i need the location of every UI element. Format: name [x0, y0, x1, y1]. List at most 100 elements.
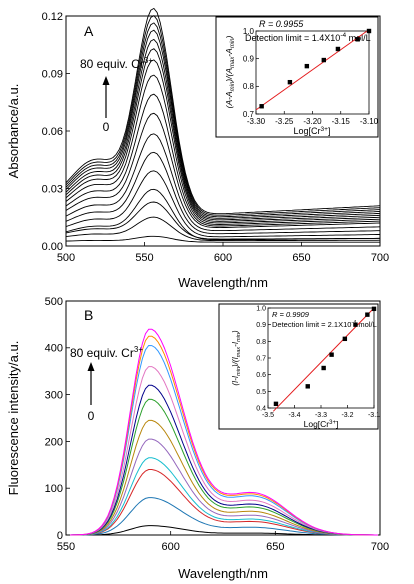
- panel-b-inset-x-tick-label: -3.4: [288, 412, 300, 419]
- panel-a-inset-y-ticks: 0.7 0.8 0.9 1.0: [243, 27, 259, 119]
- panel-b-label: B: [84, 307, 93, 323]
- panel-b-x-axis-title: Wavelength/nm: [178, 566, 268, 581]
- panel-a-inset: R = 0.9955 Detection limit = 1.4X10-4 mo…: [215, 16, 379, 138]
- panel-b-fluorescence-curve: [70, 328, 378, 536]
- panel-a-absorbance-curve: [65, 133, 381, 232]
- panel-a-inset-y-tick-label: 1.0: [243, 27, 255, 36]
- panel-b-inset-y-title: (I-Imin)/(Imax-Imin): [231, 330, 242, 386]
- panel-a-y-tick-label: 0.09: [42, 68, 63, 80]
- panel-a-inset-limit-text: Detection limit = 1.4X10: [245, 33, 340, 43]
- panel-a-inset-x-tick-label: -3.25: [275, 117, 294, 126]
- panel-b-inset-x-ticks: -3.5 -3.4 -3.3 -3.2 -3.1: [262, 405, 380, 419]
- panel-a-inset-data-point: [287, 79, 293, 85]
- panel-a-absorbance-curve: [65, 74, 381, 225]
- panel-b-inset-marks: [272, 306, 377, 412]
- panel-a-inset-y-s1: min: [230, 81, 236, 91]
- panel-b-arrow-bottom-label: 0: [88, 409, 95, 423]
- panel-b-inset-y-s3: min: [236, 333, 242, 342]
- panel-a-inset-x-end: ]: [328, 126, 331, 136]
- panel-b-inset-x-tick-label: -3.2: [341, 412, 353, 419]
- panel-b-inset-y-s1: min: [236, 367, 242, 376]
- panel-a-absorbance-curve: [65, 170, 380, 238]
- panel-b-inset-y-ticks: 0.4 0.5 0.6 0.7 0.8 0.9 1.0: [256, 305, 271, 412]
- panel-a-x-axis-title: Wavelength/nm: [178, 275, 268, 290]
- panel-a-absorbance-curve: [65, 188, 381, 241]
- panel-a-inset-x-tick-label: -3.15: [332, 117, 351, 126]
- panel-a-absorbance-curve: [65, 112, 381, 229]
- panel-b-inset-limit-unit: mol/L: [356, 320, 376, 329]
- panel-b-x-tick-label: 650: [266, 541, 284, 553]
- panel-b-inset-y-tick-label: 0.4: [256, 405, 266, 412]
- panel-a-absorbance-curve: [65, 7, 381, 215]
- panel-a-absorbance-curve: [65, 151, 380, 235]
- panel-b-inset-data-point: [273, 401, 279, 407]
- panel-a-inset-y-t3: -A: [224, 48, 234, 57]
- panel-b-y-tick-label: 500: [45, 296, 63, 308]
- panel-a-inset-data-point: [304, 63, 310, 69]
- panel-a-absorbance-curve: [65, 38, 381, 221]
- panel-a-inset-y-tick-label: 0.8: [243, 82, 255, 91]
- panel-b-y-axis-title: Fluorescence intensity/a.u.: [6, 341, 21, 496]
- panel-a-absorbance-curve: [65, 93, 381, 227]
- panel-b-inset-y-tick-label: 0.8: [256, 339, 266, 346]
- panel-b-inset-y-t3: -I: [231, 341, 240, 347]
- panel-b-y-tick-label: 0: [57, 530, 63, 542]
- panel-b-x-ticks: 550 600 650 700: [57, 531, 389, 553]
- panel-a-arrow-bottom-label: 0: [103, 120, 110, 134]
- panel-a-inset-data-point: [355, 37, 360, 42]
- panel-a-x-ticks: 500 550 600 650 700: [57, 242, 389, 264]
- panel-a-inset-y-t1: (A-A: [224, 91, 234, 108]
- panel-b-y-tick-label: 300: [45, 389, 63, 401]
- panel-b-x-tick-label: 700: [371, 541, 389, 553]
- panel-a-inset-fit-line: [255, 29, 370, 111]
- panel-a-absorbance-curve: [65, 59, 381, 224]
- panel-a-x-tick-label: 550: [135, 252, 153, 264]
- panel-a-y-tick-label: 0.00: [42, 241, 63, 253]
- panel-b-y-ticks: 0 100 200 300 400 500: [45, 296, 70, 542]
- panel-a-inset-y-tick-label: 0.7: [243, 110, 255, 119]
- panel-a-inset-data-point: [321, 57, 326, 63]
- panel-a-inset-x-ticks: -3.30 -3.25 -3.20 -3.15 -3.10: [247, 111, 379, 126]
- panel-a-x-tick-label: 650: [292, 252, 310, 264]
- panel-b-inset-y-t4: ): [231, 330, 240, 334]
- panel-b-inset-x-main: Log[Cr: [304, 419, 330, 429]
- panel-b-inset-data-point: [342, 336, 348, 342]
- panel-a-inset-x-sup: 3+: [321, 126, 329, 133]
- panel-a-inset-y-t4: ): [224, 35, 234, 39]
- panel-b-arrow-head: [87, 362, 95, 371]
- panel-b-inset-limit-text: Detection limit = 2.1X10: [272, 320, 351, 329]
- panel-a-y-tick-label: 0.06: [42, 126, 63, 138]
- panel-b-inset-y-tick-label: 0.6: [256, 372, 266, 379]
- panel-a-absorbance-curve: [65, 15, 381, 216]
- panel-b-inset-r-value: R = 0.9909: [272, 310, 310, 319]
- panel-a-inset-x-title: Log[Cr3+]: [294, 126, 331, 136]
- panel-a-x-tick-label: 700: [371, 252, 389, 264]
- panel-a-label: A: [84, 23, 94, 39]
- panel-b-arrow-top-sup: 3+: [134, 345, 143, 354]
- panel-a-arrow-top-label: 80 equiv. Cr3+: [80, 56, 153, 71]
- panel-a-inset-y-tick-label: 0.9: [243, 54, 255, 63]
- panel-b-inset-y-tick-label: 0.7: [256, 355, 266, 362]
- panel-a-arrow-top-text: 80 equiv. Cr: [80, 57, 144, 71]
- panel-a-inset-y-s2: max: [230, 56, 236, 68]
- panel-b-inset-data-point: [329, 352, 334, 357]
- panel-a-inset-x-main: Log[Cr: [294, 126, 321, 136]
- panel-b-inset-data-point: [305, 384, 310, 389]
- panel-b-fluorescence-curve: [70, 497, 378, 536]
- panel-b-x-tick-label: 550: [57, 541, 75, 553]
- panel-b-inset-data-point: [353, 322, 358, 327]
- panel-a-inset-data-point: [259, 104, 264, 109]
- panel-a-y-tick-label: 0.03: [42, 183, 63, 195]
- panel-b-inset-data-point: [365, 312, 370, 317]
- panel-a-absorbance-curve: [65, 48, 381, 222]
- panel-a-inset-y-t2: )/(A: [224, 68, 234, 83]
- panel-b-inset-y-tick-label: 0.9: [256, 322, 266, 329]
- panel-b-x-tick-label: 600: [161, 541, 179, 553]
- panel-a-y-ticks: 0.00 0.03 0.06 0.09 0.12: [42, 11, 70, 253]
- panel-b-y-tick-label: 100: [45, 483, 63, 495]
- panel-b-inset-x-tick-label: -3.1: [368, 412, 380, 419]
- panel-a-inset-y-s3: min: [230, 38, 236, 48]
- panel-a-inset-r-value: R = 0.9955: [259, 19, 304, 29]
- panel-a-y-axis-title: Absorbance/a.u.: [6, 84, 21, 179]
